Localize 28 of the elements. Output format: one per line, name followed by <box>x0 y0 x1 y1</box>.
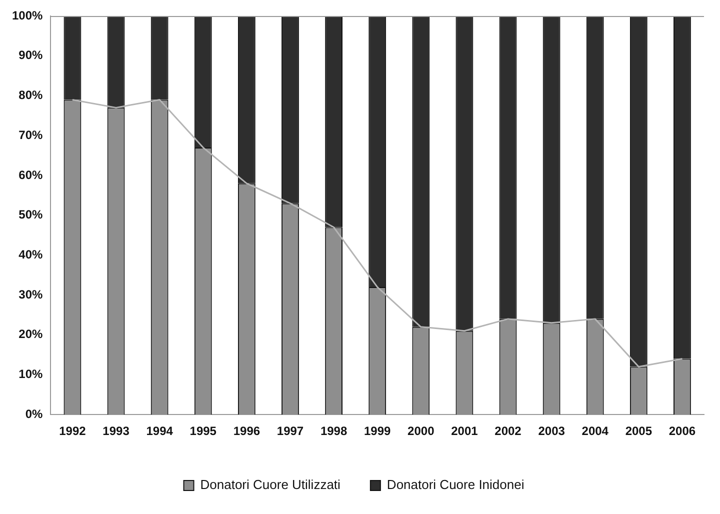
y-tick-label: 40% <box>18 247 44 262</box>
y-tick-label: 0% <box>25 406 44 421</box>
x-tick-label: 1994 <box>146 424 174 438</box>
y-tick-label: 90% <box>18 48 44 62</box>
y-tick-label: 20% <box>18 327 44 342</box>
y-tick-label: 100% <box>12 8 44 22</box>
x-tick-label: 2003 <box>538 424 566 438</box>
y-tick-label: 50% <box>18 208 44 222</box>
legend-label: Donatori Cuore Utilizzati <box>200 477 341 492</box>
x-tick-label: 1998 <box>320 424 348 438</box>
y-tick-label: 30% <box>18 287 44 302</box>
x-tick-label: 1992 <box>59 424 86 438</box>
x-tick-label: 1997 <box>276 424 304 438</box>
legend-label: Donatori Cuore Inidonei <box>386 477 524 492</box>
x-tick-label: 2000 <box>408 424 435 438</box>
x-tick-label: 2001 <box>451 424 478 438</box>
y-tick-label: 10% <box>18 367 44 382</box>
x-tick-label: 1999 <box>364 424 392 438</box>
y-tick-label: 70% <box>18 128 44 142</box>
y-tick-label: 80% <box>18 88 44 102</box>
x-tick-label: 1995 <box>190 424 217 438</box>
y-tick-label: 60% <box>18 168 44 182</box>
x-tick-label: 2002 <box>494 424 522 438</box>
x-tick-label: 2004 <box>582 424 609 438</box>
x-tick-label: 2005 <box>625 424 652 438</box>
x-tick-label: 1993 <box>102 424 130 438</box>
x-tick-label: 2006 <box>668 424 696 438</box>
x-tick-label: 1996 <box>233 424 260 438</box>
